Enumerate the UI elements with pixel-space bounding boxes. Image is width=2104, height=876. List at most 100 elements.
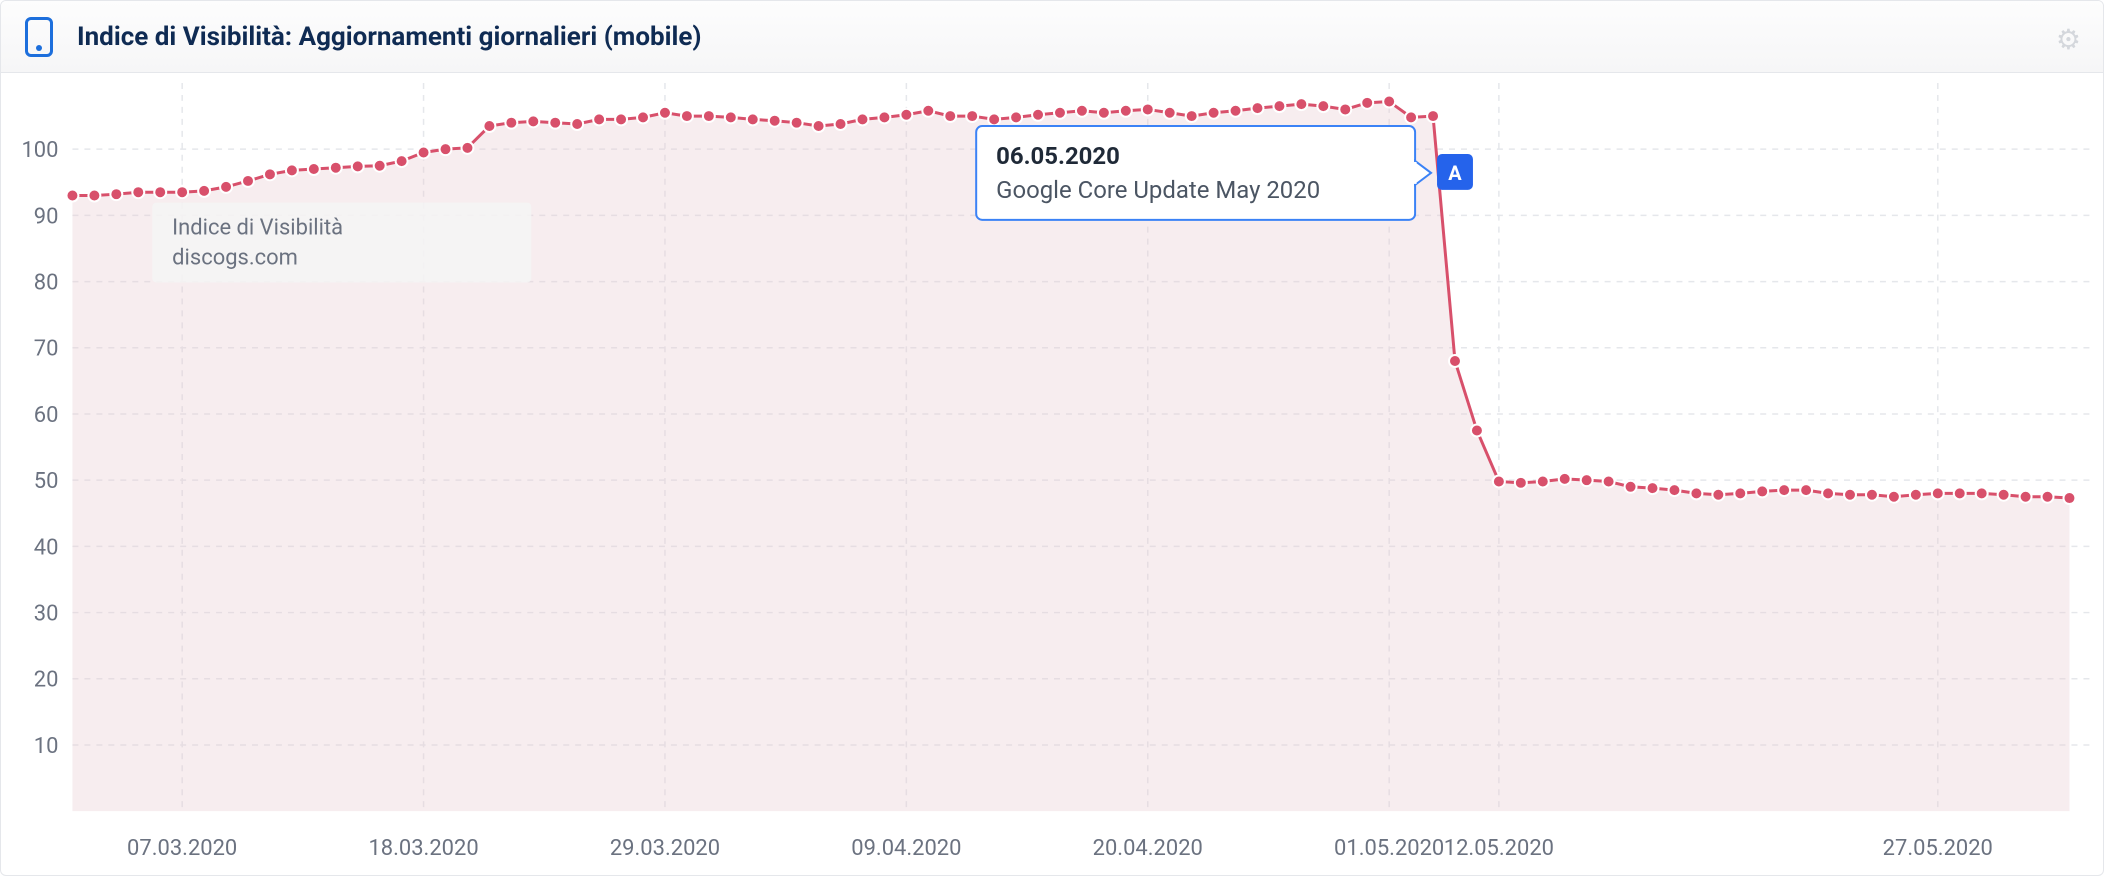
data-point[interactable]	[2063, 492, 2075, 504]
data-point[interactable]	[440, 143, 452, 155]
data-point[interactable]	[1668, 484, 1680, 496]
data-point[interactable]	[396, 155, 408, 167]
data-point[interactable]	[483, 120, 495, 132]
data-point[interactable]	[1208, 107, 1220, 119]
data-point[interactable]	[1054, 107, 1066, 119]
legend-line1: Indice di Visibilità	[172, 216, 343, 241]
data-point[interactable]	[769, 115, 781, 127]
data-point[interactable]	[1976, 487, 1988, 499]
data-point[interactable]	[1361, 97, 1373, 109]
data-point[interactable]	[681, 110, 693, 122]
data-point[interactable]	[1932, 487, 1944, 499]
data-point[interactable]	[1010, 111, 1022, 123]
data-point[interactable]	[1559, 473, 1571, 485]
data-point[interactable]	[1954, 487, 1966, 499]
data-point[interactable]	[549, 117, 561, 129]
data-point[interactable]	[1756, 485, 1768, 497]
data-point[interactable]	[944, 110, 956, 122]
data-point[interactable]	[88, 190, 100, 202]
data-point[interactable]	[242, 175, 254, 187]
data-point[interactable]	[1712, 489, 1724, 501]
data-point[interactable]	[835, 118, 847, 130]
data-point[interactable]	[1427, 110, 1439, 122]
data-point[interactable]	[1603, 476, 1615, 488]
data-point[interactable]	[1888, 491, 1900, 503]
data-point[interactable]	[1076, 105, 1088, 117]
data-point[interactable]	[1295, 98, 1307, 110]
data-point[interactable]	[1142, 103, 1154, 115]
data-point[interactable]	[593, 113, 605, 125]
data-point[interactable]	[198, 185, 210, 197]
svg-text:29.03.2020: 29.03.2020	[610, 836, 720, 861]
data-point[interactable]	[2042, 491, 2054, 503]
data-point[interactable]	[988, 113, 1000, 125]
data-point[interactable]	[110, 188, 122, 200]
data-point[interactable]	[374, 160, 386, 172]
data-point[interactable]	[900, 109, 912, 121]
data-point[interactable]	[1690, 487, 1702, 499]
data-point[interactable]	[1625, 481, 1637, 493]
data-point[interactable]	[308, 163, 320, 175]
data-point[interactable]	[1800, 484, 1812, 496]
data-point[interactable]	[1998, 489, 2010, 501]
data-point[interactable]	[966, 110, 978, 122]
data-point[interactable]	[637, 111, 649, 123]
data-point[interactable]	[856, 113, 868, 125]
data-point[interactable]	[1910, 489, 1922, 501]
data-point[interactable]	[1844, 489, 1856, 501]
svg-text:01.05.2020: 01.05.2020	[1334, 836, 1444, 861]
data-point[interactable]	[1405, 111, 1417, 123]
data-point[interactable]	[1383, 96, 1395, 108]
data-point[interactable]	[1581, 474, 1593, 486]
data-point[interactable]	[878, 111, 890, 123]
data-point[interactable]	[66, 190, 78, 202]
data-point[interactable]	[1866, 489, 1878, 501]
data-point[interactable]	[1822, 487, 1834, 499]
data-point[interactable]	[813, 120, 825, 132]
data-point[interactable]	[1230, 105, 1242, 117]
data-point[interactable]	[1449, 355, 1461, 367]
data-point[interactable]	[1186, 110, 1198, 122]
data-point[interactable]	[264, 168, 276, 180]
data-point[interactable]	[1647, 482, 1659, 494]
data-point[interactable]	[1032, 109, 1044, 121]
data-point[interactable]	[747, 113, 759, 125]
data-point[interactable]	[1778, 484, 1790, 496]
data-point[interactable]	[1493, 476, 1505, 488]
data-point[interactable]	[659, 107, 671, 119]
data-point[interactable]	[922, 105, 934, 117]
data-point[interactable]	[1317, 100, 1329, 112]
data-point[interactable]	[330, 162, 342, 174]
data-point[interactable]	[791, 117, 803, 129]
panel-title: Indice di Visibilità: Aggiornamenti gior…	[77, 22, 702, 52]
data-point[interactable]	[1120, 105, 1132, 117]
data-point[interactable]	[352, 160, 364, 172]
svg-text:18.03.2020: 18.03.2020	[368, 836, 478, 861]
data-point[interactable]	[571, 118, 583, 130]
data-point[interactable]	[1164, 107, 1176, 119]
visibility-panel: Indice di Visibilità: Aggiornamenti gior…	[0, 0, 2104, 876]
data-point[interactable]	[1537, 476, 1549, 488]
data-point[interactable]	[1252, 102, 1264, 114]
data-point[interactable]	[1098, 107, 1110, 119]
data-point[interactable]	[286, 164, 298, 176]
data-point[interactable]	[461, 142, 473, 154]
data-point[interactable]	[703, 110, 715, 122]
data-point[interactable]	[1471, 425, 1483, 437]
data-point[interactable]	[418, 146, 430, 158]
data-point[interactable]	[1339, 103, 1351, 115]
chart-area[interactable]: 10203040506070809010007.03.202018.03.202…	[1, 73, 2103, 875]
data-point[interactable]	[1734, 487, 1746, 499]
data-point[interactable]	[615, 113, 627, 125]
data-point[interactable]	[132, 186, 144, 198]
gear-icon[interactable]: ⚙	[2056, 23, 2081, 56]
data-point[interactable]	[505, 117, 517, 129]
data-point[interactable]	[1273, 100, 1285, 112]
data-point[interactable]	[220, 181, 232, 193]
data-point[interactable]	[2020, 491, 2032, 503]
data-point[interactable]	[154, 186, 166, 198]
data-point[interactable]	[176, 186, 188, 198]
data-point[interactable]	[725, 111, 737, 123]
data-point[interactable]	[527, 115, 539, 127]
data-point[interactable]	[1515, 477, 1527, 489]
